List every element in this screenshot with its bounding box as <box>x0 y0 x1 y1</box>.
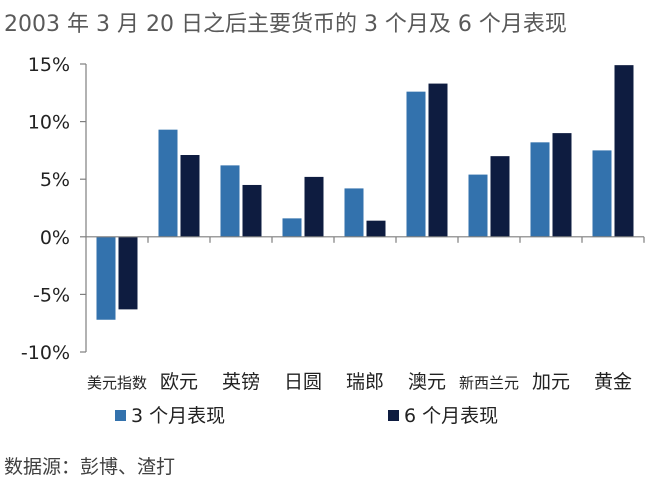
x-category-label: 英镑 <box>222 371 260 393</box>
bar-1 <box>282 218 302 237</box>
x-category-label: 美元指数 <box>87 374 147 392</box>
bar-2 <box>180 155 200 237</box>
bar-2 <box>428 83 448 237</box>
bar-chart: 15% 10% 5% 0% -5% -10% 美元指数 欧元 英镑 日圆 瑞郎 澳元 新西兰元 加元 黄金… <box>21 54 645 427</box>
legend: 3 个月表现 6 个月表现 <box>115 405 498 427</box>
y-tick-label: 15% <box>28 54 70 76</box>
bar-2 <box>366 220 386 237</box>
bar-2 <box>118 236 138 310</box>
legend-label-1: 3 个月表现 <box>131 405 225 427</box>
y-tick-label: -5% <box>33 284 70 306</box>
x-category-label: 黄金 <box>594 371 632 393</box>
y-tick-label: 5% <box>40 169 70 191</box>
legend-swatch-1 <box>115 410 126 421</box>
x-axis-labels: 美元指数 欧元 英镑 日圆 瑞郎 澳元 新西兰元 加元 黄金 <box>87 371 632 393</box>
bar-1 <box>468 174 488 237</box>
y-tick-label: 0% <box>40 227 70 249</box>
y-tick-label: -10% <box>21 342 70 364</box>
bar-2 <box>242 184 262 237</box>
x-category-label: 新西兰元 <box>459 374 519 392</box>
legend-swatch-2 <box>388 410 399 421</box>
bar-1 <box>220 165 240 237</box>
bar-2 <box>304 176 324 237</box>
bar-1 <box>530 142 550 237</box>
x-category-label: 澳元 <box>408 371 446 393</box>
bar-2 <box>490 156 510 237</box>
y-axis-ticks: 15% 10% 5% 0% -5% -10% <box>21 54 70 364</box>
axes <box>80 63 645 353</box>
bar-1 <box>406 91 426 237</box>
bar-1 <box>344 188 364 237</box>
x-category-label: 瑞郎 <box>346 371 384 393</box>
bar-2 <box>552 133 572 237</box>
x-category-label: 日圆 <box>284 371 322 393</box>
bar-2 <box>614 65 634 237</box>
bar-1 <box>592 150 612 237</box>
y-tick-label: 10% <box>28 112 70 134</box>
x-category-label: 加元 <box>532 371 570 393</box>
x-category-label: 欧元 <box>160 371 198 393</box>
bar-1 <box>158 129 178 237</box>
source-note: 数据源：彭博、渣打 <box>4 456 176 478</box>
bar-1 <box>96 236 116 320</box>
legend-label-2: 6 个月表现 <box>404 405 498 427</box>
chart-title: 2003 年 3 月 20 日之后主要货币的 3 个月及 6 个月表现 <box>4 12 567 37</box>
bars <box>96 65 634 320</box>
